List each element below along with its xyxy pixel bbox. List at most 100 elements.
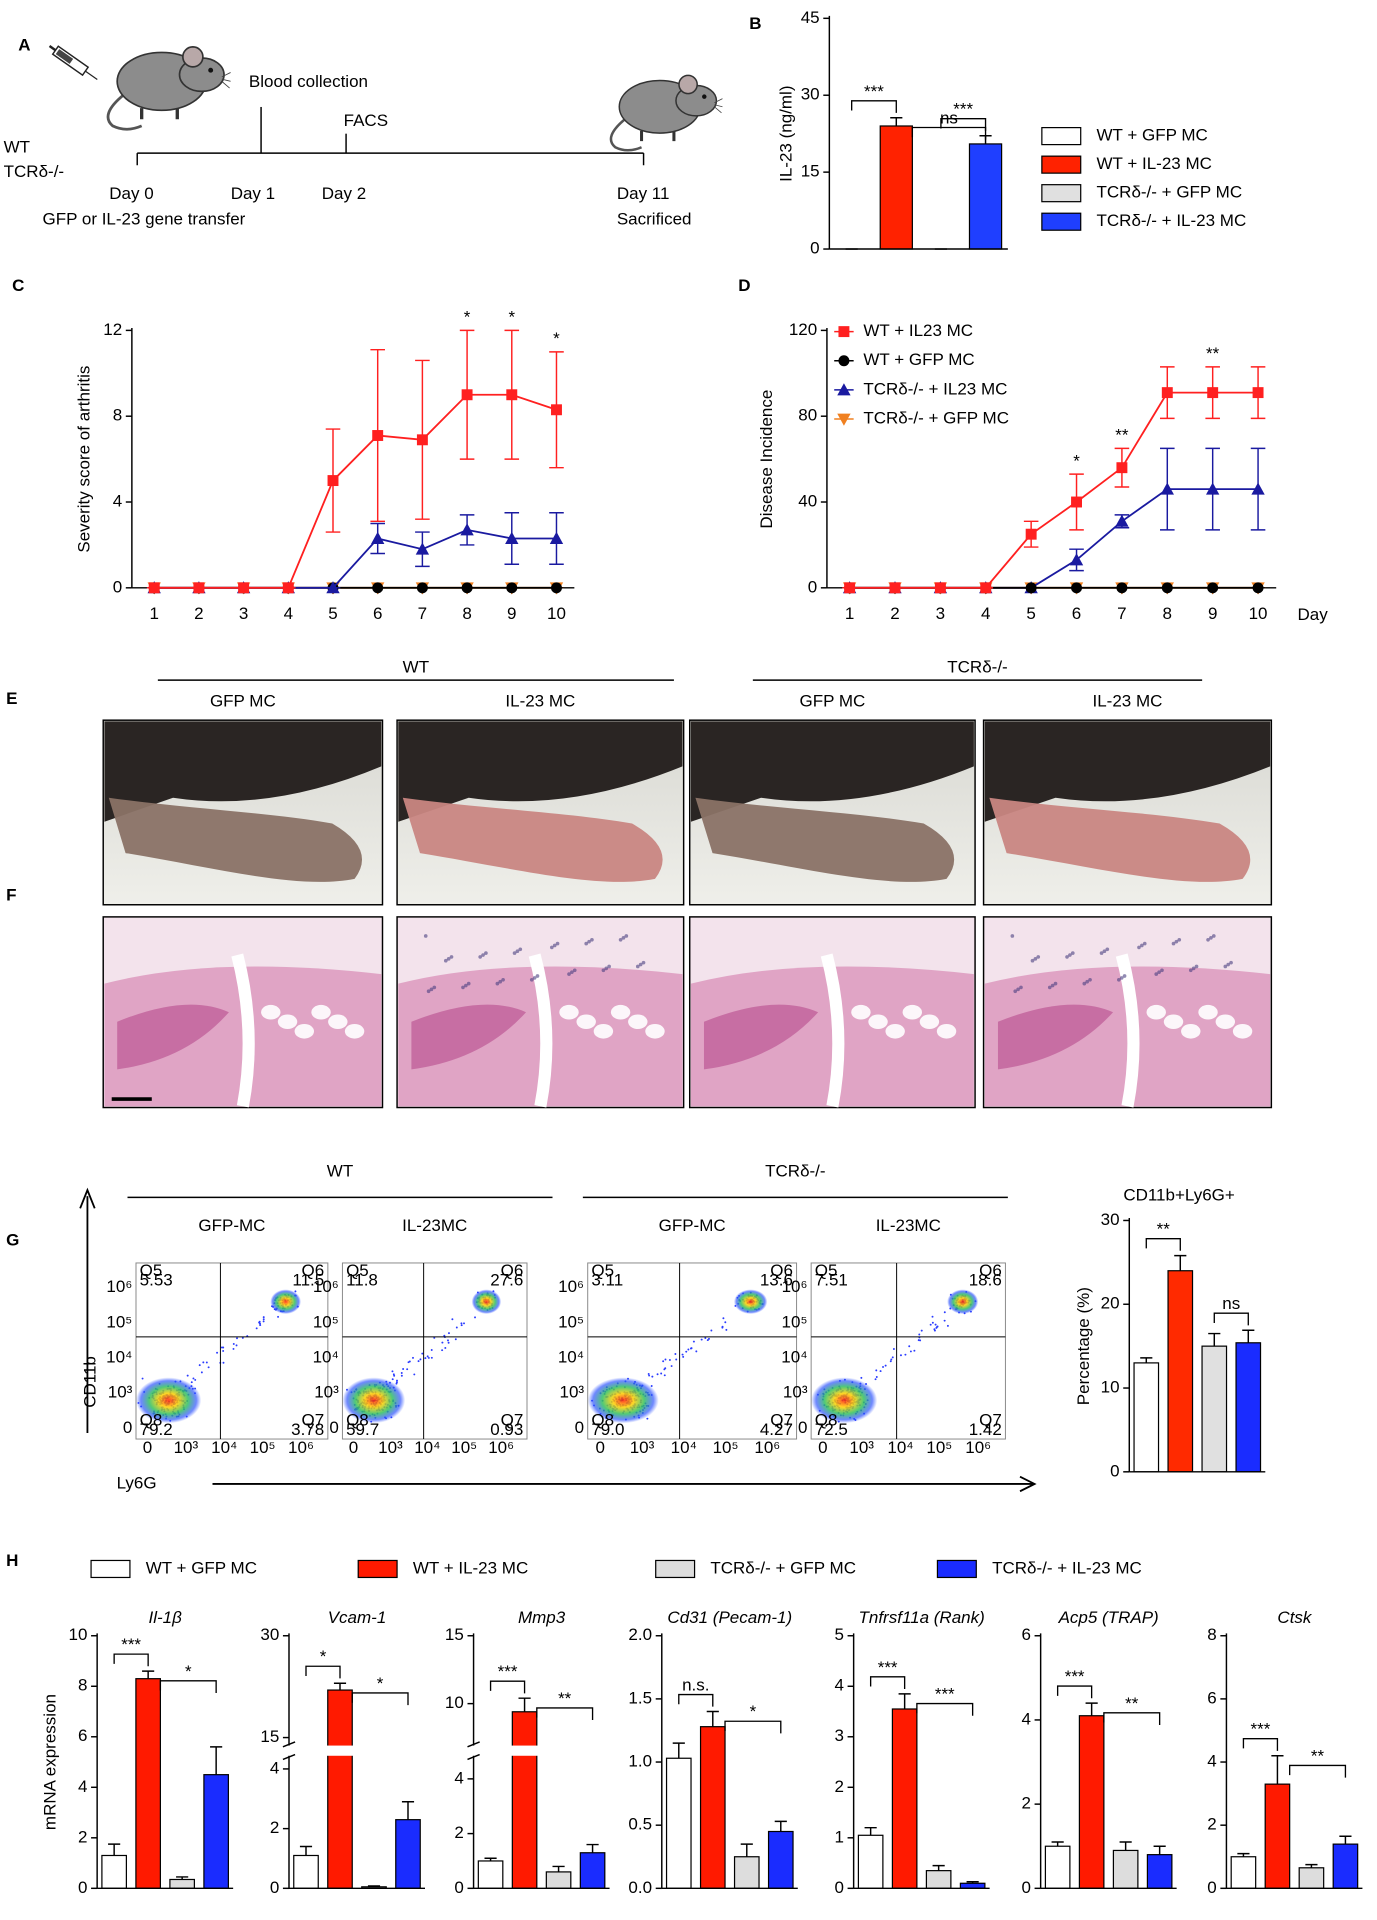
event-dot: [933, 1328, 936, 1331]
flow-tick-label: 10⁶: [558, 1277, 584, 1296]
significance-bracket: [113, 1653, 149, 1667]
panel-label: H: [6, 1551, 18, 1570]
event-dot: [660, 1372, 663, 1375]
data-point: [1206, 482, 1220, 495]
event-dot: [722, 1317, 725, 1320]
significance-label: **: [1157, 1220, 1171, 1239]
event-dot: [724, 1321, 727, 1324]
infiltrate: [432, 985, 437, 990]
significance-label: ***: [953, 100, 973, 119]
y-tick-label: 4: [270, 1758, 279, 1777]
fur: [398, 721, 683, 822]
density-core: [270, 1289, 301, 1315]
infiltrate: [1194, 964, 1199, 969]
significance-bracket: [1242, 1738, 1279, 1751]
x-axis-label: Day: [1298, 605, 1329, 624]
event-dot: [400, 1372, 403, 1375]
bone: [117, 1004, 229, 1070]
infiltrate: [567, 972, 571, 976]
flow-tick-label: 10⁶: [313, 1277, 339, 1296]
data-point: [148, 582, 160, 594]
infiltrate: [1047, 985, 1052, 990]
event-dot: [220, 1346, 223, 1349]
significance-label: ***: [1250, 1720, 1270, 1739]
event-dot: [934, 1323, 937, 1326]
infiltrate: [1154, 972, 1159, 976]
error-bar: [552, 1865, 565, 1872]
event-dot: [200, 1371, 203, 1374]
panel-label: C: [12, 276, 24, 295]
gate-name: Q5: [815, 1261, 838, 1280]
infiltrate: [466, 981, 471, 986]
axis-break: [466, 1745, 610, 1756]
gate-name: Q6: [501, 1261, 524, 1280]
data-point: [1115, 514, 1129, 527]
y-tick-label: 0: [454, 1878, 463, 1897]
event-dot: [710, 1329, 713, 1332]
bar: [1112, 1849, 1139, 1889]
error-bar: [108, 1843, 121, 1856]
gate-value: 13.6: [760, 1271, 793, 1290]
marrow: [576, 1014, 596, 1030]
chart-title: Tnfrsf11a (Rank): [859, 1608, 985, 1627]
marrow: [277, 1014, 298, 1030]
event-dot: [460, 1324, 463, 1327]
marrow: [1215, 1014, 1236, 1030]
gate-name: Q5: [346, 1261, 369, 1280]
infiltrate: [1171, 941, 1176, 946]
y-tick-label: 0: [810, 239, 819, 258]
data-point: [1207, 387, 1219, 399]
error-bar: [1140, 1357, 1153, 1363]
event-dot: [232, 1347, 235, 1350]
panel-label: E: [6, 689, 17, 708]
data-point: [1161, 582, 1173, 594]
event-dot: [725, 1328, 728, 1331]
x-tick-label: 1: [845, 604, 854, 623]
y-tick-label: 15: [445, 1625, 464, 1644]
event-dot: [454, 1338, 457, 1341]
infiltrate: [449, 955, 454, 959]
legend-swatch: [1041, 155, 1082, 174]
legend-marker: [838, 326, 850, 338]
gate-name: Q6: [302, 1261, 325, 1280]
y-tick-label: 45: [801, 8, 820, 27]
density-core: [136, 1377, 202, 1424]
significance-bracket: [724, 1720, 782, 1734]
flow-tick-label: 10⁵: [451, 1438, 477, 1457]
chart-title: Acp5 (TRAP): [1058, 1608, 1159, 1627]
infiltrate: [641, 960, 646, 965]
legend-swatch: [936, 1559, 977, 1579]
gate-value: 11.8: [346, 1271, 378, 1290]
legend-marker: [838, 355, 850, 367]
y-tick-label: 30: [801, 85, 820, 104]
infiltrate: [1209, 936, 1213, 940]
timeline-label: FACS: [344, 111, 388, 130]
infiltrate: [570, 970, 574, 975]
y-tick-label: 80: [798, 406, 817, 425]
bar: [395, 1819, 421, 1889]
infiltrate: [423, 934, 428, 938]
data-point: [889, 582, 901, 594]
significance-label: ***: [935, 1685, 955, 1704]
y-tick-label: 0: [78, 1878, 87, 1897]
data-point: [1160, 482, 1174, 495]
bar: [135, 1678, 161, 1889]
event-dot: [258, 1320, 261, 1323]
event-dot: [421, 1352, 424, 1355]
marrow: [328, 1014, 348, 1030]
group-label: WT: [403, 657, 429, 676]
y-tick-label: 30: [260, 1625, 279, 1644]
legend-swatch: [1041, 127, 1082, 146]
significance-bracket: [916, 1702, 974, 1716]
event-dot: [447, 1339, 449, 1342]
bar: [1133, 1362, 1160, 1473]
significance-label: ***: [1065, 1667, 1085, 1686]
bar: [1298, 1867, 1325, 1889]
y-tick-label: 4: [1207, 1752, 1216, 1771]
significance-bracket: [1289, 1764, 1347, 1778]
infiltrate: [1070, 951, 1075, 955]
axis-arrow: [79, 1187, 96, 1433]
error-bar: [367, 1885, 381, 1887]
significance-label: *: [464, 308, 471, 327]
y-axis-label: IL-23 (ng/ml): [776, 85, 795, 181]
